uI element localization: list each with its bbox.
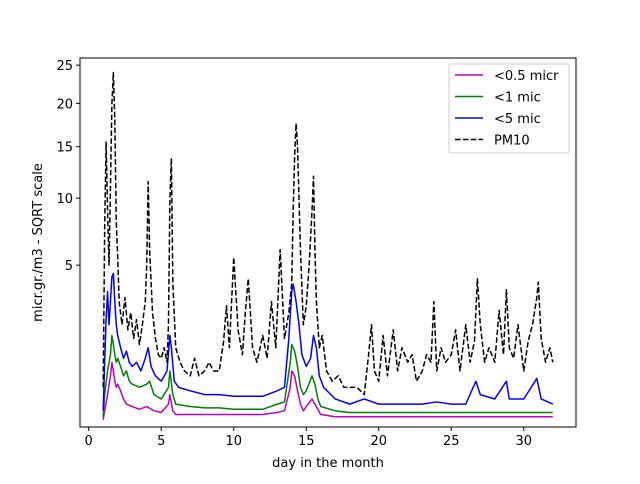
legend: <0.5 micr <1 mic <5 mic PM10 bbox=[448, 63, 570, 154]
x-tick-label: 20 bbox=[370, 434, 387, 449]
axes-frame bbox=[79, 57, 577, 428]
legend-label-2: <5 mic bbox=[494, 112, 541, 127]
series-line-3 bbox=[102, 71, 554, 396]
y-tick-label: 15 bbox=[56, 141, 73, 156]
series-layer bbox=[102, 71, 554, 420]
legend-label-3: PM10 bbox=[494, 134, 530, 149]
series-line-2 bbox=[102, 272, 554, 411]
x-tick-label: 15 bbox=[298, 434, 315, 449]
x-axis-label: day in the month bbox=[272, 456, 384, 471]
series-line-0 bbox=[102, 361, 553, 420]
y-tick-label: 20 bbox=[56, 97, 73, 112]
legend-label-0: <0.5 micr bbox=[494, 69, 559, 84]
x-tick-label: 0 bbox=[85, 434, 93, 449]
legend-label-1: <1 mic bbox=[494, 91, 541, 106]
y-tick-label: 5 bbox=[65, 259, 73, 274]
y-axis-label: micr.gr./m3 - SQRT scale bbox=[31, 163, 46, 322]
x-tick-label: 25 bbox=[443, 434, 460, 449]
legend-frame bbox=[448, 63, 570, 154]
y-axis: 5 10 15 20 25 bbox=[56, 59, 80, 274]
x-axis: 0 5 10 15 20 25 30 bbox=[85, 427, 533, 449]
y-tick-label: 25 bbox=[56, 59, 73, 74]
x-tick-label: 10 bbox=[225, 434, 242, 449]
y-tick-label: 10 bbox=[56, 192, 73, 207]
x-tick-label: 30 bbox=[516, 434, 533, 449]
series-line-1 bbox=[102, 334, 553, 417]
x-tick-label: 5 bbox=[157, 434, 165, 449]
